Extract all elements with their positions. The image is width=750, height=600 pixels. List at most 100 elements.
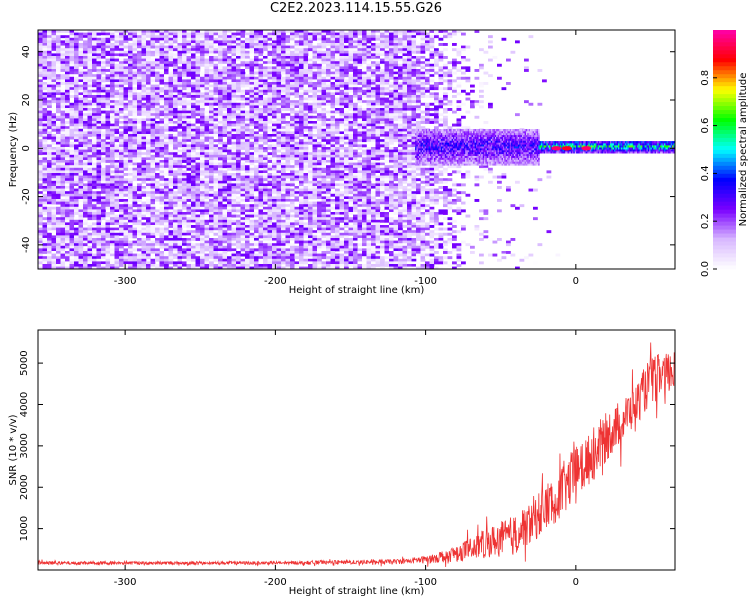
noise-cell xyxy=(200,183,205,187)
noise-cell xyxy=(155,193,160,197)
noise-cell xyxy=(204,76,210,80)
noise-cell xyxy=(191,37,196,41)
noise-cell xyxy=(213,76,219,80)
noise-cell xyxy=(231,141,237,145)
noise-cell xyxy=(267,225,273,228)
noise-cell xyxy=(254,144,259,148)
noise-cell xyxy=(164,225,169,228)
noise-cell xyxy=(263,238,268,241)
noise-cell xyxy=(69,108,75,111)
noise-cell xyxy=(186,108,192,111)
noise-cell xyxy=(294,53,300,57)
noise-cell xyxy=(263,209,268,213)
noise-cell xyxy=(218,256,223,260)
noise-cell xyxy=(74,245,79,249)
noise-cell xyxy=(249,147,255,150)
noise-cell xyxy=(38,180,43,184)
noise-cell xyxy=(128,35,133,39)
noise-cell xyxy=(200,105,205,109)
noise-cell xyxy=(263,126,268,130)
noise-cell xyxy=(200,35,205,39)
noise-cell xyxy=(285,193,291,197)
noise-cell xyxy=(236,84,241,88)
noise-cell xyxy=(155,232,160,236)
noise-cell xyxy=(74,92,79,96)
noise-cell xyxy=(92,147,97,150)
noise-cell xyxy=(114,253,120,257)
noise-cell xyxy=(96,89,102,93)
noise-cell xyxy=(285,186,291,189)
noise-cell xyxy=(222,266,228,269)
noise-cell xyxy=(159,87,165,91)
noise-cell xyxy=(213,251,219,254)
noise-cell xyxy=(227,48,232,52)
noise-cell xyxy=(254,248,259,252)
noise-cell xyxy=(195,136,201,140)
noise-cell xyxy=(186,113,192,117)
noise-cell xyxy=(101,144,106,148)
noise-cell xyxy=(218,180,223,184)
noise-cell xyxy=(281,256,286,260)
noise-cell xyxy=(69,105,75,109)
noise-cell xyxy=(119,160,124,163)
noise-cell xyxy=(290,199,295,202)
noise-cell xyxy=(285,66,291,70)
noise-cell xyxy=(78,50,84,54)
noise-cell xyxy=(177,95,183,98)
noise-cell xyxy=(128,178,133,182)
noise-cell xyxy=(114,232,120,236)
noise-cell xyxy=(200,261,205,265)
noise-cell xyxy=(222,105,228,109)
noise-cell xyxy=(87,245,93,249)
noise-cell xyxy=(65,82,70,85)
noise-cell xyxy=(69,261,75,265)
noise-cell xyxy=(186,63,192,67)
noise-cell xyxy=(263,32,268,36)
noise-cell xyxy=(83,66,88,70)
noise-cell xyxy=(47,136,52,140)
noise-cell xyxy=(263,225,268,228)
noise-cell xyxy=(285,238,291,241)
noise-cell xyxy=(69,123,75,127)
noise-cell xyxy=(141,149,147,153)
noise-cell xyxy=(191,196,196,200)
noise-cell xyxy=(119,240,124,244)
noise-cell xyxy=(186,173,192,176)
noise-cell xyxy=(249,113,255,117)
noise-cell xyxy=(200,40,205,44)
noise-cell xyxy=(101,66,106,70)
noise-cell xyxy=(222,61,228,65)
noise-cell xyxy=(141,209,147,213)
noise-cell xyxy=(249,212,255,215)
noise-cell xyxy=(164,48,169,52)
noise-cell xyxy=(213,110,219,114)
noise-cell xyxy=(182,84,187,88)
noise-cell xyxy=(110,97,115,101)
noise-cell xyxy=(182,118,187,122)
noise-cell xyxy=(236,214,241,218)
noise-cell xyxy=(47,118,52,122)
noise-cell xyxy=(209,157,214,161)
noise-cell xyxy=(146,123,151,127)
noise-cell xyxy=(222,162,228,166)
noise-cell xyxy=(137,32,142,36)
noise-cell xyxy=(51,219,57,223)
noise-cell xyxy=(267,144,273,148)
noise-cell xyxy=(231,37,237,41)
noise-cell xyxy=(236,154,241,158)
noise-cell xyxy=(272,87,277,91)
noise-cell xyxy=(69,131,75,135)
noise-cell xyxy=(276,79,282,83)
noise-cell xyxy=(258,201,264,205)
noise-cell xyxy=(222,37,228,41)
noise-cell xyxy=(240,56,246,59)
noise-cell xyxy=(137,206,142,210)
noise-cell xyxy=(159,131,165,135)
noise-cell xyxy=(101,162,106,166)
noise-cell xyxy=(222,209,228,213)
noise-cell xyxy=(290,131,295,135)
noise-cell xyxy=(137,196,142,200)
noise-cell xyxy=(137,214,142,218)
noise-cell xyxy=(132,261,138,265)
noise-cell xyxy=(173,115,178,119)
